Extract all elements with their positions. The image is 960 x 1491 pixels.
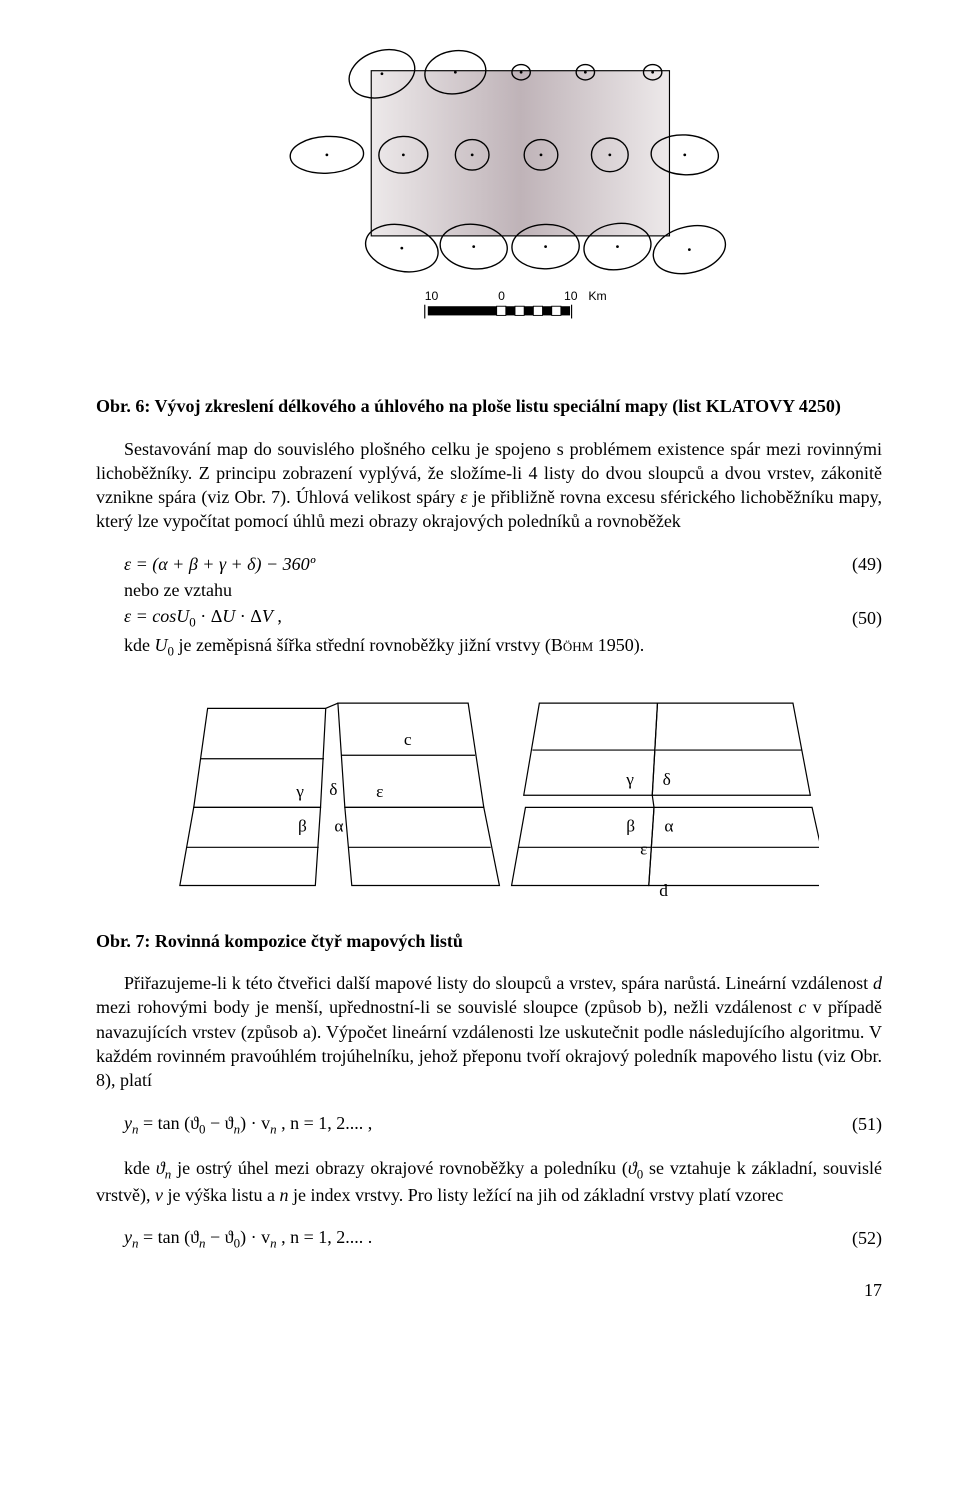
scale-label-2: 10 (564, 289, 578, 303)
eq50-prefix: ε = cos (124, 606, 176, 626)
f7b-eps: ε (640, 839, 647, 858)
f7b-gamma: γ (625, 769, 634, 788)
e52-d: ) · v (240, 1227, 270, 1247)
eq50-comma: , (273, 606, 282, 626)
equation-49: ε = (α + β + γ + δ) − 360º (49) (124, 552, 882, 576)
f7b-d: d (659, 880, 668, 899)
equation-50: ε = cosU0 · ΔU · ΔV , (50) (124, 604, 882, 631)
e51-c: − ϑ (206, 1113, 234, 1133)
eq50-dv: V (262, 606, 273, 626)
eq49-text: ε = (α + β + γ + δ) − 360º (124, 554, 315, 574)
line-kde-u0: kde U0 je zeměpisná šířka střední rovnob… (124, 633, 882, 660)
f7b-alpha: α (664, 816, 673, 835)
figure-6-svg: 10 0 10 Km (229, 10, 749, 370)
lku0-c: 1950). (593, 635, 644, 655)
e51-b: = tan (ϑ (138, 1113, 199, 1133)
eq50-u0: U (176, 606, 189, 626)
eq51-num: (51) (842, 1112, 882, 1136)
lku0-u: U (155, 635, 168, 655)
paragraph-2: Přiřazujeme-li k této čtveřici další map… (96, 971, 882, 1092)
p3-th: ϑ (156, 1158, 165, 1178)
p2-a: Přiřazujeme-li k této čtveřici další map… (124, 973, 873, 993)
f7a-delta: δ (329, 780, 337, 799)
eq52-num: (52) (842, 1226, 882, 1250)
figure-6-caption: Obr. 6: Vývoj zkreslení délkového a úhlo… (96, 394, 882, 418)
p3-v: v (155, 1185, 163, 1205)
paragraph-3: kde ϑn je ostrý úhel mezi obrazy okrajov… (96, 1156, 882, 1207)
lku0-b: je zeměpisná šířka střední rovnoběžky ji… (174, 635, 551, 655)
p3-e: je index vrstvy. Pro listy ležící na jih… (288, 1185, 783, 1205)
e52-tail: , n = 1, 2.... . (277, 1227, 373, 1247)
para1-eps: ε (460, 487, 467, 507)
scale-label-0: 10 (425, 289, 439, 303)
f7a-beta: β (298, 816, 307, 835)
eq50-du: U (222, 606, 235, 626)
p3-b: je ostrý úhel mezi obrazy okrajové rovno… (171, 1158, 628, 1178)
p3-th0: ϑ (628, 1158, 637, 1178)
figure-7: γ δ β α ε c γ δ β (96, 675, 882, 911)
eq49-num: (49) (842, 552, 882, 576)
figure-7-svg: γ δ β α ε c γ δ β (159, 675, 819, 905)
e52-c: − ϑ (206, 1227, 234, 1247)
scale-label-1: 0 (498, 289, 505, 303)
p3-a: kde (124, 1158, 156, 1178)
e51-tail: , n = 1, 2.... , (277, 1113, 373, 1133)
e51-y: y (124, 1113, 132, 1133)
eq50-num: (50) (842, 606, 882, 630)
lku0-a: kde (124, 635, 155, 655)
f7b-delta: δ (663, 769, 671, 788)
p2-d: d (873, 973, 882, 993)
f7a-c: c (404, 729, 412, 748)
f7a-eps: ε (376, 781, 383, 800)
eq50-mid2: · Δ (235, 606, 262, 626)
e51-d: ) · v (240, 1113, 270, 1133)
p2-b: mezi rohovými body je menší, upřednostní… (96, 997, 798, 1017)
equation-51: yn = tan (ϑ0 − ϑn) · vn , n = 1, 2.... ,… (124, 1111, 882, 1138)
equation-52: yn = tan (ϑn − ϑ0) · vn , n = 1, 2.... .… (124, 1225, 882, 1252)
f7a-alpha: α (334, 816, 343, 835)
paragraph-1: Sestavování map do souvislého plošného c… (96, 437, 882, 534)
figure-6: 10 0 10 Km (96, 10, 882, 376)
eq50-mid: · Δ (196, 606, 223, 626)
e52-b: = tan (ϑ (138, 1227, 199, 1247)
f7b-beta: β (626, 816, 635, 835)
page-number: 17 (96, 1278, 882, 1302)
f7a-gamma: γ (295, 781, 304, 800)
line-nebo: nebo ze vztahu (124, 578, 882, 602)
e52-y: y (124, 1227, 132, 1247)
lku0-bohm: Böhm (551, 635, 593, 655)
figure-7-caption: Obr. 7: Rovinná kompozice čtyř mapových … (96, 929, 882, 953)
p3-d: je výška listu a (163, 1185, 279, 1205)
scale-label-3: Km (588, 289, 606, 303)
